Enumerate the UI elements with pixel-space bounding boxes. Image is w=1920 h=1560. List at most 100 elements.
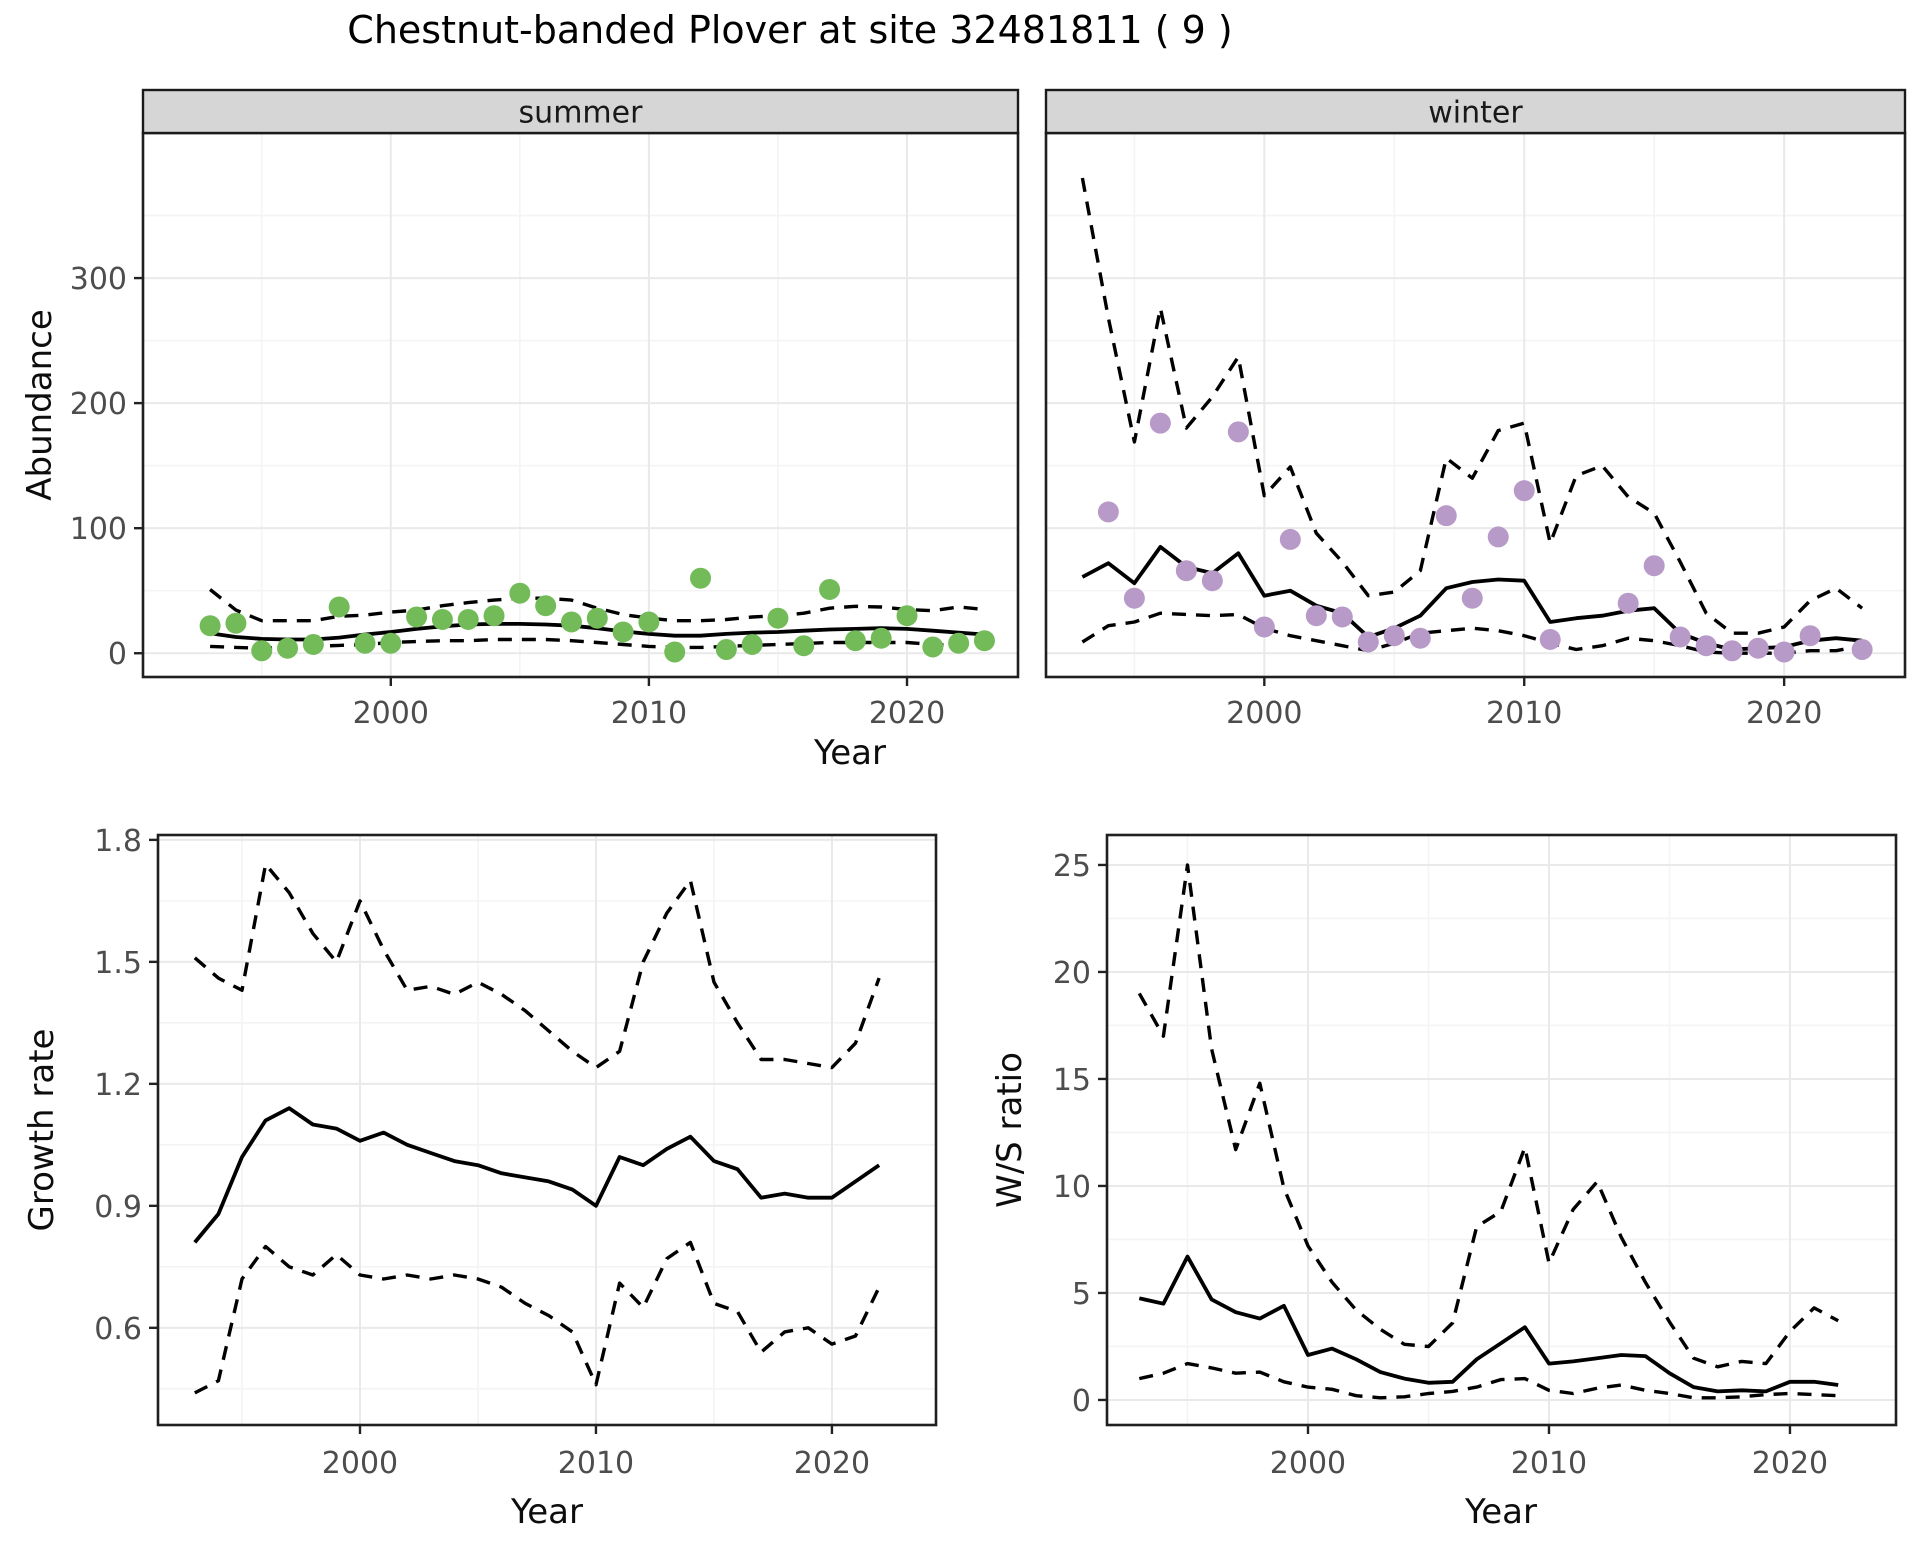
data-point — [354, 632, 376, 654]
data-point — [922, 636, 944, 658]
facet-strip-winter — [1044, 88, 1907, 135]
data-point — [1643, 555, 1665, 577]
panel-ws-ratio: 2000 2010 2020 0 5 10 15 20 25 — [1053, 833, 1898, 1481]
data-point — [1253, 616, 1275, 638]
y-tick-label: 15 — [1053, 1063, 1091, 1098]
data-point — [380, 632, 402, 654]
data-point — [1617, 592, 1639, 614]
y-tick-label: 100 — [70, 512, 127, 547]
data-point — [1383, 625, 1405, 647]
facet-label-summer: summer — [519, 96, 644, 131]
panel-background — [1046, 133, 1905, 677]
data-point — [1357, 631, 1379, 653]
y-tick-label: 300 — [70, 262, 127, 297]
data-point — [1851, 638, 1873, 660]
y-tick-label: 25 — [1053, 849, 1091, 884]
data-point — [1669, 626, 1691, 648]
data-point — [1487, 526, 1509, 548]
x-tick-label: 2000 — [322, 1446, 398, 1481]
data-point — [560, 611, 582, 633]
data-point — [896, 605, 918, 627]
y-tick-label: 20 — [1053, 956, 1091, 991]
data-point — [277, 637, 299, 659]
data-point — [1409, 627, 1431, 649]
data-point — [1695, 635, 1717, 657]
panel-winter-abundance: winter 2000 2010 2020 — [1044, 88, 1907, 731]
y-tick-label: 5 — [1072, 1277, 1091, 1312]
data-point — [948, 632, 970, 654]
x-tick-label: 2010 — [1486, 696, 1562, 731]
data-point — [1331, 606, 1353, 628]
x-tick-label: 2020 — [794, 1446, 870, 1481]
y-tick-label: 0 — [108, 637, 127, 672]
data-point — [715, 638, 737, 660]
data-point — [1149, 412, 1171, 434]
y-tick-label: 1.5 — [94, 946, 142, 981]
data-point — [586, 607, 608, 629]
y-tick-label: 0.6 — [94, 1312, 142, 1347]
data-point — [1799, 625, 1821, 647]
panel-background — [143, 133, 1018, 677]
panel-growth-rate: 2000 2010 2020 0.6 0.9 1.2 1.5 1.8 — [94, 824, 938, 1481]
data-point — [1747, 637, 1769, 659]
y-axis-title-ws-ratio: W/S ratio — [990, 1052, 1030, 1208]
facet-strip-summer — [141, 88, 1020, 135]
data-point — [251, 640, 273, 662]
upper-ci-line — [193, 862, 881, 1070]
model-fit-line — [193, 1106, 881, 1244]
x-tick-label: 2010 — [1511, 1446, 1587, 1481]
data-point — [1539, 628, 1561, 650]
x-tick-label: 2020 — [1752, 1446, 1828, 1481]
data-point — [406, 606, 428, 628]
panel-background — [158, 835, 936, 1425]
data-point — [612, 621, 634, 643]
page-title: Chestnut-banded Plover at site 32481811 … — [347, 8, 1233, 52]
data-point — [1305, 605, 1327, 627]
upper-ci-line — [1080, 177, 1864, 635]
x-tick-label: 2020 — [1746, 696, 1822, 731]
data-point — [1721, 640, 1743, 662]
x-tick-label: 2020 — [869, 696, 945, 731]
data-point — [1175, 560, 1197, 582]
data-point — [1513, 480, 1535, 502]
panel-border — [1105, 833, 1898, 1427]
data-point — [664, 641, 686, 663]
panel-border — [156, 833, 938, 1427]
data-point — [767, 607, 789, 629]
model-fit-line — [1138, 1254, 1839, 1394]
x-axis-title-year-top: Year — [814, 733, 886, 773]
panel-summer-abundance: summer 2000 2010 2020 0 100 200 300 — [70, 88, 1020, 731]
y-tick-label: 200 — [70, 387, 127, 422]
data-point — [457, 608, 479, 630]
x-tick-label: 2000 — [353, 696, 429, 731]
data-point — [483, 605, 505, 627]
upper-ci-line — [1137, 863, 1840, 1369]
data-point — [690, 567, 712, 589]
data-point — [1461, 587, 1483, 609]
x-tick-label: 2000 — [1226, 696, 1302, 731]
panel-background — [1107, 835, 1896, 1425]
data-point — [199, 615, 221, 637]
data-point — [225, 612, 247, 634]
data-point — [1227, 421, 1249, 443]
x-axis-title-year-bottom-left: Year — [511, 1492, 583, 1532]
y-tick-label: 1.8 — [94, 824, 142, 859]
x-tick-label: 2010 — [558, 1446, 634, 1481]
data-point — [509, 582, 531, 604]
y-axis-title-growth-rate: Growth rate — [22, 1028, 62, 1232]
data-point — [638, 611, 660, 633]
y-tick-label: 1.2 — [94, 1068, 142, 1103]
x-tick-label: 2010 — [611, 696, 687, 731]
y-tick-label: 0 — [1072, 1384, 1091, 1419]
data-point — [1123, 587, 1145, 609]
data-point — [793, 635, 815, 657]
data-point — [1097, 501, 1119, 523]
facet-label-winter: winter — [1428, 96, 1523, 131]
upper-ci-line — [209, 588, 985, 623]
data-point — [431, 608, 453, 630]
y-tick-label: 0.9 — [94, 1190, 142, 1225]
data-point — [302, 633, 324, 655]
data-point — [741, 633, 763, 655]
